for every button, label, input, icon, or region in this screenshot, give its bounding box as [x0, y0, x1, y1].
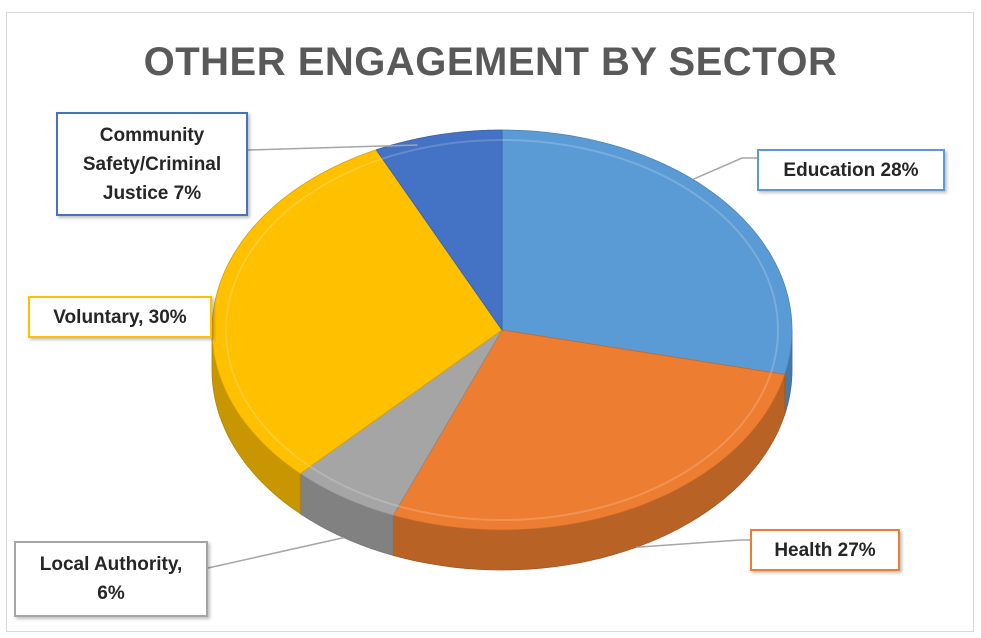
- pie-slice-health: [392, 329, 786, 531]
- pie-top-faces: [211, 129, 793, 531]
- label-health-text: Health 27%: [774, 539, 876, 561]
- label-community-safety-line1: Community: [99, 124, 205, 146]
- leader-local-authority: [207, 536, 344, 569]
- leader-health: [636, 539, 750, 549]
- label-local-authority-line2: 6%: [97, 583, 125, 604]
- pie-slice-community-safety-criminal-justice: [375, 129, 503, 332]
- pie-bevel-highlight: [225, 139, 779, 521]
- leader-education: [692, 157, 757, 181]
- label-community-safety-line2: Safety/Criminal: [82, 153, 222, 175]
- label-voluntary-text: Voluntary, 30%: [53, 306, 187, 328]
- label-education: Education 28%: [757, 149, 945, 191]
- label-local-authority: Local Authority, 6%: [14, 541, 208, 617]
- pie-slice-voluntary: [211, 149, 503, 475]
- chart-title: OTHER ENGAGEMENT BY SECTOR: [143, 40, 838, 84]
- label-community-safety: Community Safety/Criminal Justice 7%: [56, 112, 248, 216]
- leader-lines: [207, 144, 757, 569]
- pie-slice-education: [501, 129, 793, 375]
- label-community-safety-line3: Justice 7%: [102, 182, 202, 204]
- label-health: Health 27%: [750, 529, 900, 571]
- label-local-authority-line1: Local Authority,: [39, 554, 183, 575]
- label-education-text: Education 28%: [783, 159, 919, 181]
- leader-community-safety-criminal-justice: [247, 144, 418, 151]
- pie-slice-local-authority: [299, 329, 503, 516]
- label-voluntary: Voluntary, 30%: [28, 296, 212, 338]
